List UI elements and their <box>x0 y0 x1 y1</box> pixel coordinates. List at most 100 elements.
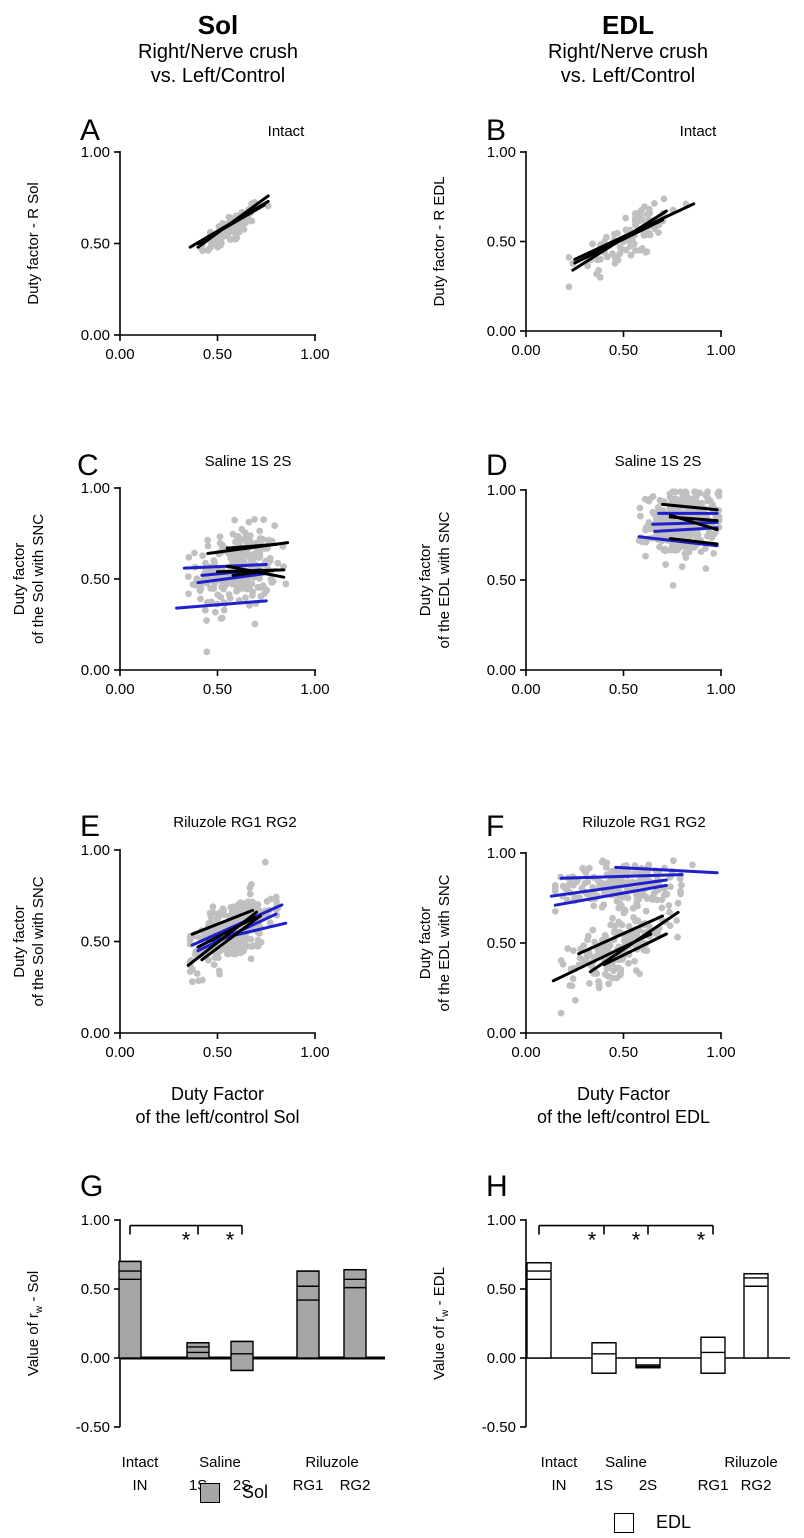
data-point <box>601 970 609 978</box>
data-point <box>643 895 651 902</box>
data-point <box>665 902 673 909</box>
regression-line <box>549 878 668 898</box>
data-point <box>213 910 221 918</box>
group-label: Riluzole <box>305 1454 358 1471</box>
x-tick-label: 1.00 <box>300 346 329 363</box>
panel-a: A Intact 0.00 0.00 0.50 0.50 1.00 1.00 Duty fact… <box>25 114 330 363</box>
data-point <box>266 919 274 927</box>
panel-g: G 1.00 0.50 0.00 -0.50 * * Value of rw - Sol Int… <box>25 1170 385 1490</box>
regression-line <box>668 537 719 546</box>
group-label: Saline <box>605 1454 647 1471</box>
regression-line <box>588 910 680 974</box>
regression-line <box>175 599 268 610</box>
data-point <box>235 582 243 590</box>
data-point <box>238 525 246 533</box>
data-point <box>197 595 204 603</box>
regression-line <box>653 526 719 533</box>
significance-star: * <box>588 1228 597 1253</box>
x-tick-label: 0.50 <box>203 1044 232 1061</box>
data-point <box>704 532 711 540</box>
data-point <box>184 573 192 581</box>
data-point <box>683 495 691 503</box>
data-point <box>191 549 198 557</box>
legend-sol-label: Sol <box>242 1482 269 1502</box>
data-point <box>674 933 681 941</box>
data-point <box>653 896 661 904</box>
data-point <box>678 881 685 889</box>
data-point <box>671 506 678 514</box>
data-point <box>263 898 271 905</box>
y-tick-label: -0.50 <box>76 1419 110 1436</box>
group-label: Intact <box>541 1454 579 1471</box>
data-point <box>251 620 259 628</box>
data-point <box>203 648 211 656</box>
y-tick-label: 1.00 <box>487 482 516 499</box>
data-point <box>204 536 212 544</box>
legend-sol: Sol <box>200 1482 268 1503</box>
bar-1s <box>186 1342 210 1359</box>
data-point <box>590 902 598 910</box>
y-tick-label: 1.00 <box>81 480 110 497</box>
data-point <box>595 984 603 992</box>
edl-column-title: EDL <box>602 10 654 40</box>
data-point <box>638 245 646 252</box>
data-point <box>247 581 255 588</box>
data-point <box>218 234 226 242</box>
y-tick-label: 0.00 <box>81 1350 110 1367</box>
data-point <box>217 615 225 622</box>
data-point <box>616 244 624 251</box>
x-axis-label: Duty Factor <box>577 1084 670 1104</box>
y-axis-label: of the Sol with SNC <box>30 514 47 644</box>
data-point <box>237 949 245 957</box>
sol-column-subtitle-1: Right/Nerve crush <box>137 41 299 63</box>
data-point <box>645 861 653 869</box>
data-point <box>610 877 618 885</box>
y-tick-label: 0.50 <box>487 234 516 251</box>
data-point <box>244 549 251 557</box>
data-point <box>595 978 602 985</box>
data-point <box>645 205 653 213</box>
data-point <box>615 904 623 912</box>
data-point <box>216 533 224 541</box>
y-tick-label: 1.00 <box>81 144 110 161</box>
y-axis-label: Duty factor <box>11 543 28 616</box>
regression-line <box>602 932 668 967</box>
data-point <box>246 532 254 539</box>
data-point <box>247 943 255 950</box>
regression-line <box>668 513 719 532</box>
panel-title: Intact <box>680 123 718 140</box>
y-tick-label: 0.00 <box>81 1025 110 1042</box>
data-point <box>605 980 612 988</box>
data-point <box>670 857 677 865</box>
data-point <box>627 251 635 259</box>
data-point <box>260 516 268 523</box>
data-point <box>607 921 615 929</box>
bar-rg2 <box>343 1268 367 1359</box>
data-point <box>241 937 249 944</box>
data-point <box>572 997 579 1004</box>
data-point <box>245 518 253 526</box>
data-point <box>235 228 243 236</box>
y-tick-label: 1.00 <box>487 1212 516 1229</box>
x-tick-label: 1.00 <box>706 681 735 698</box>
significance-star: * <box>697 1228 706 1253</box>
x-tick-label: 0.00 <box>511 1044 540 1061</box>
data-point <box>247 881 255 888</box>
data-point <box>609 914 616 922</box>
regression-line <box>573 218 664 265</box>
data-point <box>589 240 596 248</box>
data-point <box>689 861 696 869</box>
panel-letter: B <box>486 114 506 147</box>
x-tick-label: 1.00 <box>300 681 329 698</box>
data-point <box>685 532 692 540</box>
data-point <box>257 593 265 600</box>
data-point <box>642 526 649 534</box>
figure-canvas: A Intact 0.00 0.00 0.50 0.50 1.00 1.00 Duty fact… <box>11 114 790 1490</box>
data-point <box>209 903 217 911</box>
panel-letter: E <box>80 810 100 843</box>
data-point <box>643 947 651 955</box>
data-point <box>595 878 603 885</box>
x-tick-label: 0.00 <box>511 681 540 698</box>
regression-line <box>196 572 268 585</box>
panel-letter: A <box>80 114 100 147</box>
